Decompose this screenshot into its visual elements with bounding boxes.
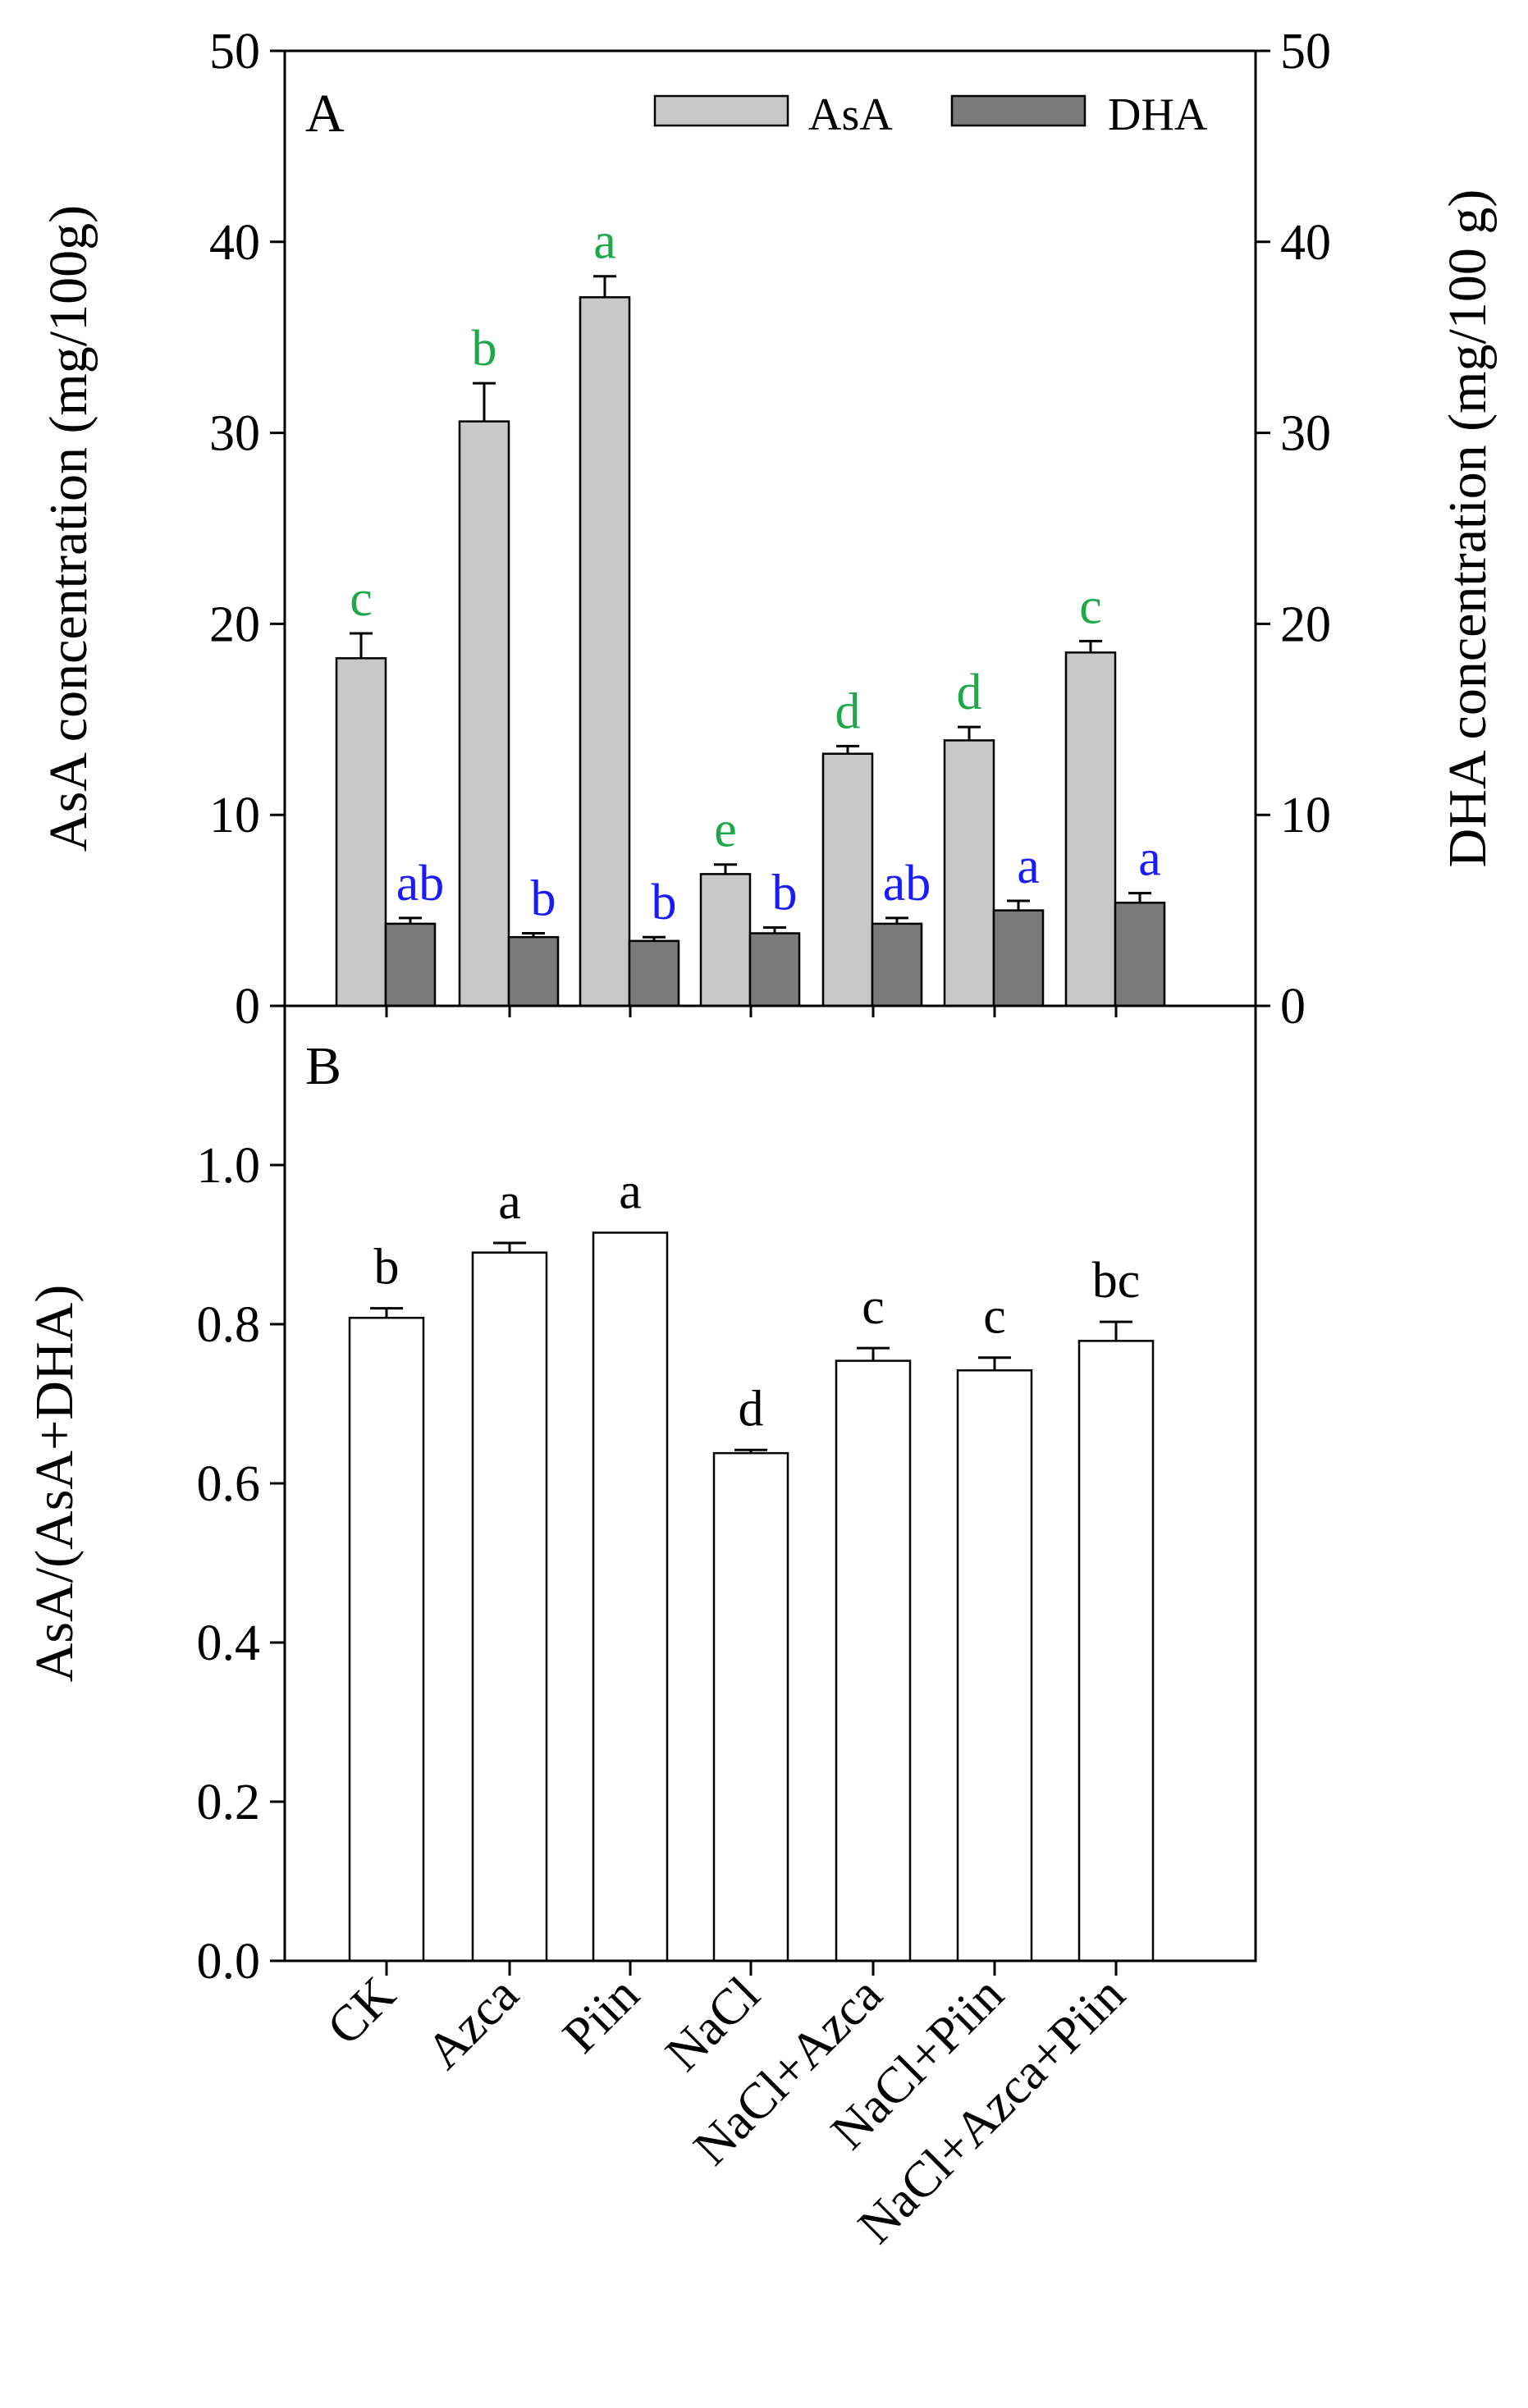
tick-label-b-left-0: 0.0	[197, 1934, 261, 1990]
tick-label-b-left-3: 0.6	[197, 1456, 261, 1512]
bar-b-ratio-2	[592, 1231, 669, 1962]
sig-letter-a-dha-1: b	[531, 871, 556, 927]
sig-letter-a-asa-1: b	[472, 321, 497, 377]
sig-letter-b-ratio-3: d	[739, 1381, 764, 1437]
tick-label-a-left-3: 30	[209, 406, 260, 462]
panel-b-significance-letters: b a a d c c bc	[374, 1163, 1141, 1437]
legend-label-asa: AsA	[808, 89, 893, 140]
bar-a-asa-3	[699, 873, 752, 1008]
sig-letter-a-asa-5: d	[957, 665, 982, 720]
bar-a-dha-3	[748, 932, 801, 1008]
bar-a-dha-4	[871, 922, 923, 1008]
panel-a-letter: A	[305, 84, 345, 144]
panel-a-error-bars	[350, 275, 1151, 941]
sig-letter-a-dha-5: a	[1017, 838, 1040, 894]
bar-a-dha-1	[507, 935, 560, 1008]
tick-label-a-right-4: 40	[1280, 215, 1331, 271]
legend: AsA DHA	[653, 89, 1208, 140]
tick-label-b-left-4: 0.8	[197, 1297, 261, 1353]
tick-label-a-right-1: 10	[1280, 788, 1331, 843]
bar-b-ratio-3	[712, 1451, 789, 1962]
tick-label-a-right-5: 50	[1280, 24, 1331, 80]
bar-b-ratio-6	[1077, 1340, 1155, 1962]
panel-b-frame	[283, 1004, 1257, 1962]
bar-b-ratio-4	[835, 1359, 912, 1962]
tick-label-a-left-4: 40	[209, 215, 260, 271]
panel-b: b a a d c c bc 0.0 0.2 0.4 0.6 0.8 1.0 B AsA/(AsA+D…	[25, 1004, 1257, 1990]
tick-label-a-right-2: 20	[1280, 596, 1331, 652]
tick-label-a-right-3: 30	[1280, 406, 1331, 462]
sig-letter-b-ratio-4: c	[862, 1279, 885, 1335]
sig-letter-a-asa-3: e	[714, 802, 737, 858]
bar-a-dha-0	[384, 922, 437, 1008]
panel-a-significance-letters: c b a e d d c ab b b b ab a a	[350, 214, 1161, 930]
panel-a-right-y-axis-title: DHA concentration (mg/100 g)	[1438, 190, 1498, 868]
sig-letter-a-asa-6: c	[1079, 578, 1102, 634]
legend-swatch-dha	[950, 94, 1087, 127]
bar-b-ratio-5	[956, 1369, 1033, 1962]
panel-b-bars	[348, 1231, 1155, 1962]
tick-label-a-left-2: 20	[209, 596, 260, 652]
bar-a-asa-0	[335, 657, 387, 1008]
panel-b-y-axis-title: AsA/(AsA+DHA)	[25, 1285, 85, 1683]
legend-label-dha: DHA	[1108, 89, 1208, 140]
tick-label-b-left-2: 0.4	[197, 1615, 261, 1671]
bar-b-ratio-0	[348, 1316, 425, 1962]
sig-letter-a-dha-0: ab	[396, 856, 445, 912]
bar-a-asa-6	[1064, 651, 1117, 1008]
bar-a-asa-2	[579, 296, 631, 1008]
bar-a-asa-5	[943, 739, 995, 1008]
sig-letter-a-asa-2: a	[593, 214, 616, 270]
panel-a-ticks: 0 0 10 10 20 20 30 30 40 40 50 50	[209, 24, 1331, 1035]
sig-letter-b-ratio-0: b	[374, 1240, 400, 1295]
sig-letter-b-ratio-1: a	[498, 1174, 521, 1230]
sig-letter-a-asa-0: c	[350, 571, 373, 627]
bar-a-dha-6	[1114, 902, 1166, 1008]
sig-letter-a-dha-4: ab	[883, 856, 931, 912]
tick-label-a-left-5: 50	[209, 24, 260, 80]
sig-letter-a-dha-3: b	[772, 866, 798, 921]
bar-b-ratio-1	[471, 1251, 548, 1962]
bar-a-dha-5	[992, 909, 1045, 1008]
bar-a-dha-2	[628, 939, 680, 1008]
panel-b-letter: B	[305, 1036, 341, 1096]
legend-swatch-asa	[653, 94, 789, 127]
sig-letter-a-dha-6: a	[1138, 831, 1161, 887]
panel-b-error-bars	[370, 1241, 1132, 1454]
panel-a-y-axis-title: AsA concentration (mg/100g)	[39, 205, 98, 852]
bar-a-asa-1	[458, 420, 510, 1008]
tick-label-a-left-1: 10	[209, 788, 260, 843]
panel-b-ticks: 0.0 0.2 0.4 0.6 0.8 1.0	[197, 1138, 1118, 1990]
sig-letter-b-ratio-2: a	[619, 1163, 642, 1219]
sig-letter-a-asa-4: d	[835, 683, 861, 739]
bar-a-asa-4	[821, 752, 874, 1008]
tick-label-b-left-1: 0.2	[197, 1775, 261, 1830]
tick-label-a-right-0: 0	[1280, 979, 1306, 1035]
sig-letter-b-ratio-5: c	[983, 1289, 1006, 1345]
tick-label-b-left-5: 1.0	[197, 1138, 261, 1194]
tick-label-a-left-0: 0	[235, 979, 260, 1035]
sig-letter-b-ratio-6: bc	[1092, 1253, 1141, 1309]
sig-letter-a-dha-2: b	[652, 875, 677, 930]
